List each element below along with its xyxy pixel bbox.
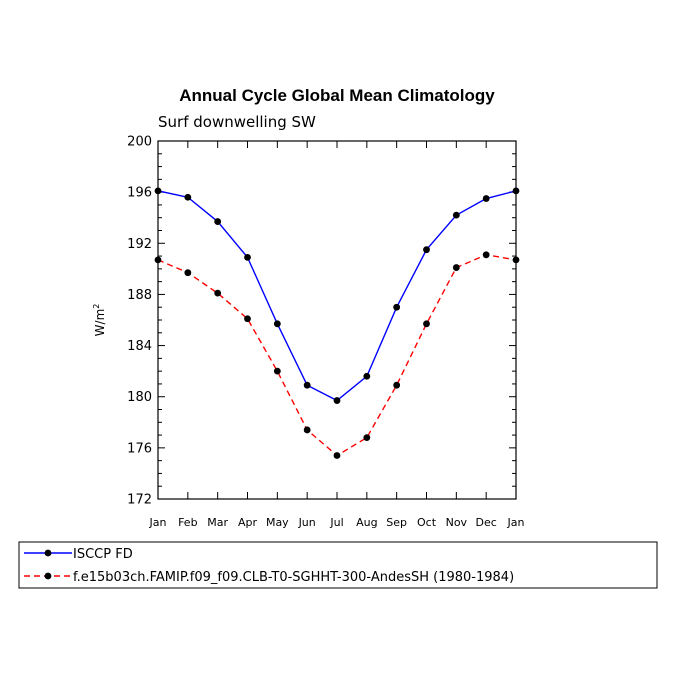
series-2-point	[363, 434, 371, 442]
series-2-point	[452, 264, 460, 271]
x-tick-label: Mar	[207, 516, 228, 529]
series-2-point	[482, 251, 490, 259]
series-1-point	[423, 246, 430, 254]
x-tick-label: Jan	[507, 516, 525, 529]
x-axis: Jan Feb Mar Apr May Jun Jul Aug Sep Oct Nov Dec Jan	[149, 141, 525, 529]
series-2-point	[393, 381, 401, 389]
chart-title: Annual Cycle Global Mean Climatology	[179, 86, 495, 105]
x-tick-label: Apr	[238, 516, 258, 529]
x-tick-label: Dec	[476, 516, 497, 529]
series-2-point	[184, 269, 192, 277]
x-tick-label: Jan	[149, 516, 167, 529]
series-1-point	[482, 195, 490, 202]
series-1-point	[393, 303, 401, 311]
legend-label-2: f.e15b03ch.FAMIP.f09_f09.CLB-T0-SGHHT-30…	[73, 570, 514, 585]
y-tick-label: 188	[127, 288, 152, 303]
series-1-point	[452, 211, 460, 219]
y-tick-label: 172	[127, 493, 152, 508]
plot-frame	[157, 140, 517, 500]
y-axis-label-superscript: 2	[92, 304, 101, 309]
series-line-1	[157, 190, 517, 402]
series-1-point	[184, 193, 192, 201]
y-axis: 172 176 180 184 188 192 196 200	[127, 135, 516, 508]
legend-marker-2	[44, 572, 52, 580]
x-tick-label: Jul	[329, 516, 343, 529]
series-2-point	[273, 367, 281, 375]
series-line-2	[157, 254, 517, 457]
series-2-point	[214, 289, 222, 297]
x-tick-label: Sep	[386, 516, 407, 529]
series-1-point	[303, 381, 311, 389]
x-tick-label: Aug	[356, 516, 377, 529]
legend-label-1: ISCCP FD	[73, 547, 133, 562]
series-2-point	[333, 452, 341, 459]
legend-box	[18, 541, 658, 589]
series-2-point	[423, 320, 430, 328]
series-1-point	[273, 320, 281, 328]
y-axis-label: W/m2	[92, 304, 107, 337]
x-tick-label: May	[266, 516, 289, 529]
legend-marker-1	[44, 549, 52, 557]
series-2-point	[303, 426, 311, 434]
x-tick-label: Jun	[298, 516, 316, 529]
y-tick-label: 192	[127, 237, 152, 252]
series-1-point	[512, 187, 520, 195]
series-1-point	[154, 187, 162, 195]
series-2-point	[154, 256, 162, 264]
x-tick-label: Oct	[417, 516, 437, 529]
series-1-point	[363, 372, 371, 380]
y-tick-label: 184	[127, 339, 152, 354]
y-tick-label: 180	[127, 390, 152, 405]
series-2-point	[512, 256, 520, 264]
x-tick-label: Feb	[178, 516, 197, 529]
y-tick-label: 200	[127, 135, 152, 150]
series-1-point	[244, 253, 251, 261]
y-tick-label: 176	[127, 441, 152, 456]
chart-subtitle: Surf downwelling SW	[158, 113, 316, 131]
series-1-point	[333, 397, 341, 404]
legend: ISCCP FD f.e15b03ch.FAMIP.f09_f09.CLB-T0-…	[24, 547, 514, 585]
series-layer	[154, 187, 520, 459]
series-1-point	[214, 218, 222, 225]
y-axis-label-main: W/m	[93, 309, 107, 337]
x-tick-label: Nov	[446, 516, 468, 529]
series-2-point	[244, 315, 251, 323]
y-tick-label: 196	[127, 186, 152, 201]
